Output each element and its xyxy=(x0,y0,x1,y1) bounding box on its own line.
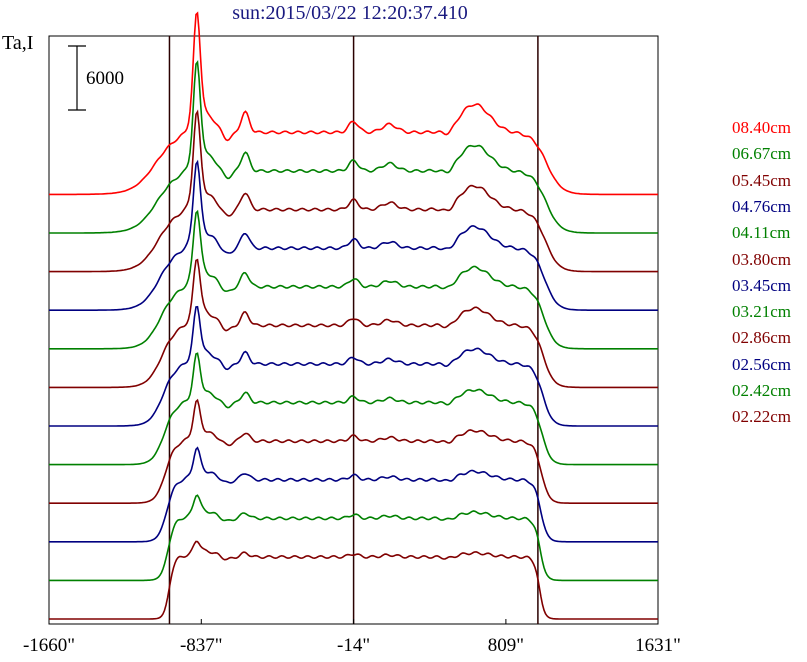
series-line-08.40cm xyxy=(49,11,658,196)
legend-entry: 02.42cm xyxy=(732,381,792,400)
legend-entry: 03.45cm xyxy=(732,275,792,295)
legend-entry: 03.21cm xyxy=(732,302,792,322)
series-line-02.22cm xyxy=(49,540,658,620)
series-line-03.45cm xyxy=(49,305,658,427)
x-tick-label: -837" xyxy=(179,635,223,656)
x-tick-label: 1631" xyxy=(635,635,681,656)
scale-bar xyxy=(68,45,86,111)
y-axis-label: Ta,I xyxy=(2,32,34,54)
x-tick-label: -14" xyxy=(337,635,371,656)
scale-bar-label: 6000 xyxy=(86,68,124,89)
series-line-06.67cm xyxy=(49,59,658,234)
series-line-05.45cm xyxy=(49,109,658,273)
legend-entry: 02.22cm xyxy=(732,407,792,427)
series-line-03.21cm xyxy=(49,352,658,466)
x-tick-label: -1660" xyxy=(22,635,76,656)
series-line-04.76cm xyxy=(49,159,658,311)
series-line-02.42cm xyxy=(49,494,658,582)
series-line-04.11cm xyxy=(49,209,658,350)
legend-entry: 04.76cm xyxy=(732,196,792,216)
series-line-03.80cm xyxy=(49,258,658,389)
x-tick-label: 809" xyxy=(487,635,525,656)
series-line-02.86cm xyxy=(49,398,658,504)
legend-entry: 02.56cm xyxy=(732,354,792,374)
legend-entry: 05.45cm xyxy=(732,170,792,190)
legend-entry: 08.40cm xyxy=(732,118,792,137)
legend-entry: 04.11cm xyxy=(732,223,791,243)
series-line-02.56cm xyxy=(49,446,658,543)
legend-entry: 06.67cm xyxy=(732,144,792,164)
legend-entry: 02.86cm xyxy=(732,328,792,348)
chart-title: sun:2015/03/22 12:20:37.410 xyxy=(232,2,468,24)
legend-entry: 03.80cm xyxy=(732,249,792,269)
